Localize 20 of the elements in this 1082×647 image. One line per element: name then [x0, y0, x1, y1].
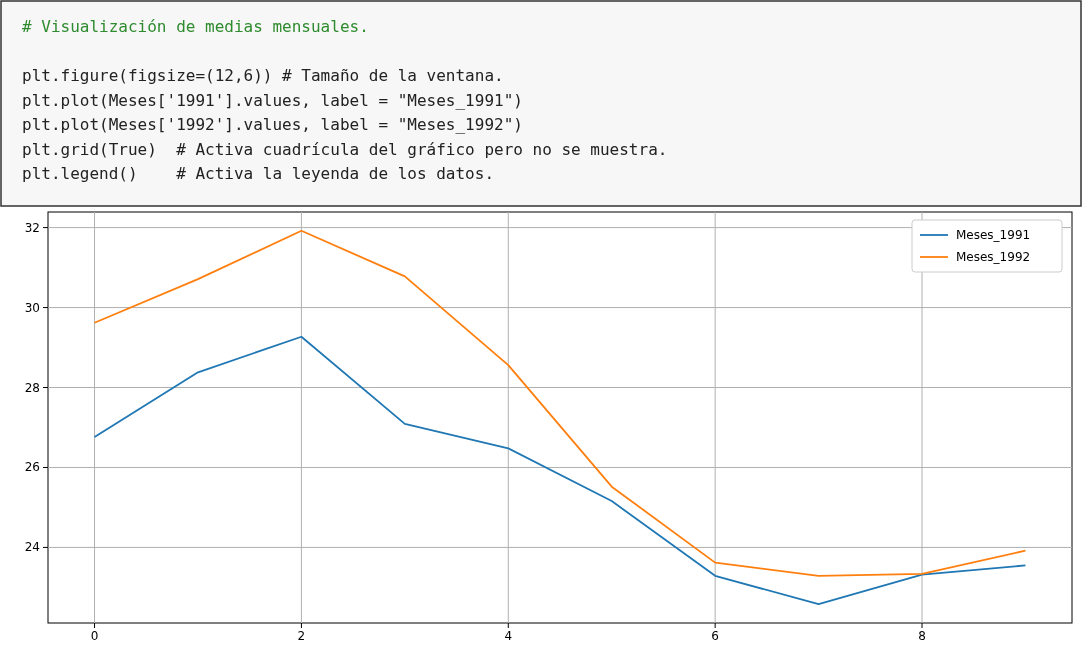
text: plt.plot(Meses['1991'].values, label = "Meses_1991")	[22, 90, 523, 110]
text: # Visualización de medias mensuales.	[22, 17, 369, 36]
x-tick-label: 8	[918, 629, 926, 643]
x-tick-label: 4	[504, 629, 513, 643]
y-tick-label: 28	[24, 380, 40, 395]
legend-label: Meses_1992	[956, 250, 1031, 264]
x-tick-label: 2	[297, 629, 306, 643]
line-series	[93, 229, 1027, 577]
y-tick-label: 24	[24, 540, 40, 555]
text: plt.figure(figsize=(12,6)) # Tamaño de la ventana.	[22, 66, 504, 85]
y-tick-label: 26	[24, 460, 40, 475]
line-series	[93, 335, 1027, 606]
y-tick-label: 30	[24, 300, 40, 315]
legend-label: Meses_1991	[956, 228, 1031, 242]
text: plt.plot(Meses['1992'].values, label = "Meses_1992")	[22, 115, 523, 134]
x-tick-label: 6	[711, 629, 719, 643]
x-tick-label: 0	[90, 629, 99, 643]
text: plt.legend() # Activa la leyenda de los datos.	[22, 164, 495, 183]
text: plt.grid(True) # Activa cuadrícula del gráfico pero no se muestra.	[22, 139, 668, 159]
y-tick-label: 32	[24, 220, 40, 235]
